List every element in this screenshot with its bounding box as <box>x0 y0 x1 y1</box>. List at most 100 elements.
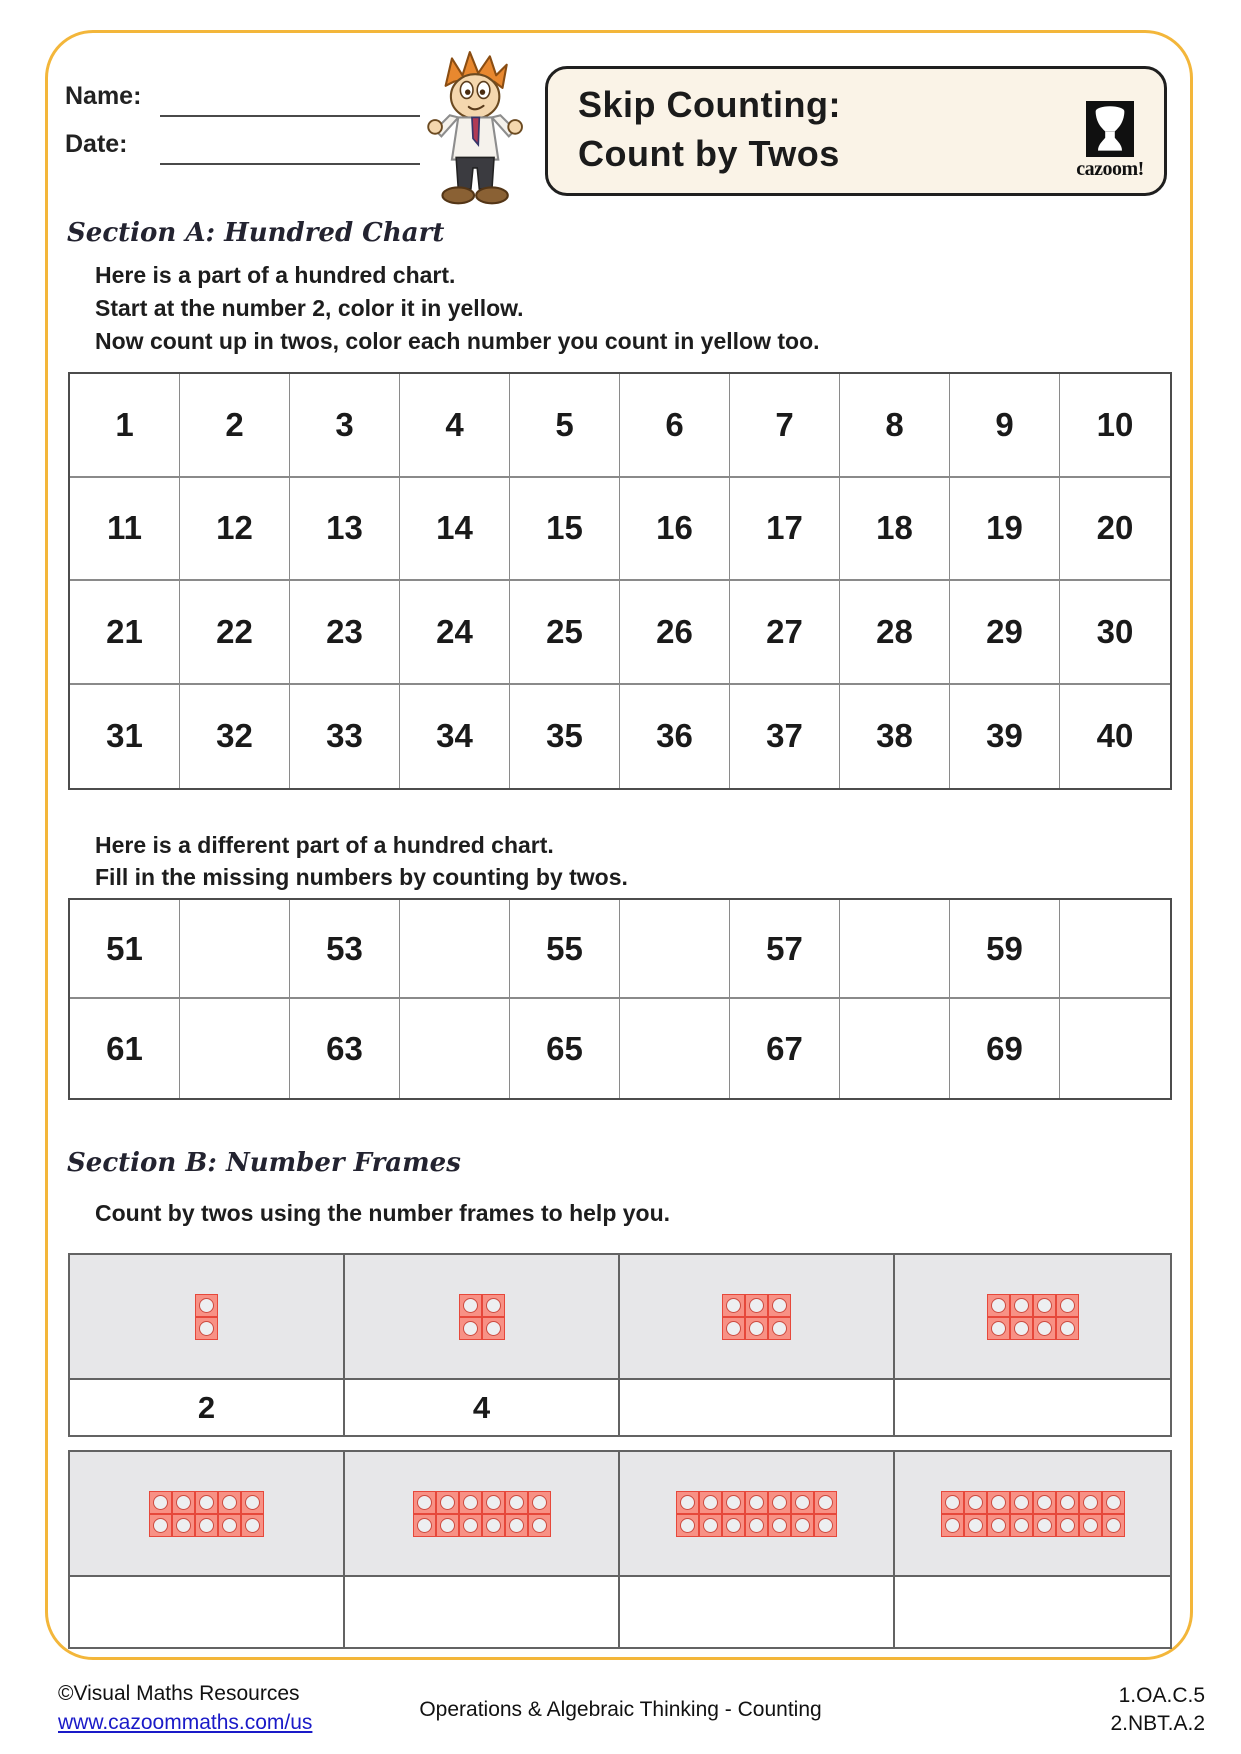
chart-cell: 25 <box>510 581 620 685</box>
frame-square <box>504 1490 528 1514</box>
frame-dot <box>1036 1494 1052 1510</box>
frame-square <box>963 1490 987 1514</box>
chart-cell: 67 <box>730 999 840 1098</box>
frame-dot <box>1059 1494 1075 1510</box>
frame-square <box>218 1490 241 1514</box>
title-box: Skip Counting: Count by Twos cazoom! <box>545 66 1167 196</box>
frame-square <box>412 1490 436 1514</box>
frame-square <box>768 1490 791 1514</box>
frame-dot <box>508 1494 524 1510</box>
frame-dot <box>1013 1297 1029 1313</box>
frame-dot <box>1013 1320 1029 1336</box>
chart-cell-blank <box>1060 999 1170 1098</box>
chart-cell: 24 <box>400 581 510 685</box>
frame-square <box>527 1513 551 1537</box>
frame-square <box>699 1513 722 1537</box>
chart-cell: 20 <box>1060 477 1170 581</box>
frame-cell <box>70 1255 345 1380</box>
frame-square <box>1101 1490 1125 1514</box>
frame-cell <box>895 1452 1170 1577</box>
chart-cell-blank <box>840 999 950 1098</box>
frame-dot <box>222 1494 237 1510</box>
frame-dot <box>245 1494 260 1510</box>
chart-cell: 29 <box>950 581 1060 685</box>
chart-cell: 39 <box>950 684 1060 788</box>
chart-cell: 57 <box>730 900 840 999</box>
frame-cell <box>620 1452 895 1577</box>
answer-cell-blank <box>895 1577 1170 1647</box>
frame-dot <box>990 1297 1006 1313</box>
frame-square <box>149 1490 172 1514</box>
frame-square <box>458 1513 482 1537</box>
frame-square <box>435 1490 459 1514</box>
chart-cell: 31 <box>70 684 180 788</box>
chart-cell: 16 <box>620 477 730 581</box>
answer-cell: 2 <box>70 1380 345 1435</box>
frame-dot <box>1059 1517 1075 1533</box>
chart-cell: 33 <box>290 684 400 788</box>
frame-square <box>481 1316 505 1340</box>
chart-cell: 51 <box>70 900 180 999</box>
chart-cell: 5 <box>510 374 620 478</box>
frame-dot <box>199 1320 214 1336</box>
frame-square <box>986 1293 1010 1317</box>
frame-dot <box>462 1494 478 1510</box>
section-b-heading: Section B: Number Frames <box>67 1148 461 1178</box>
frame-dot <box>462 1517 478 1533</box>
chart-cell: 13 <box>290 477 400 581</box>
frame-dot <box>199 1494 214 1510</box>
chart-cell: 15 <box>510 477 620 581</box>
chart-cell: 17 <box>730 477 840 581</box>
footer-copyright-block: ©Visual Maths Resources www.cazoommaths.… <box>58 1682 312 1735</box>
frame-dot <box>795 1517 810 1533</box>
number-frame <box>986 1293 1079 1340</box>
mascot-illustration <box>427 51 523 205</box>
frame-dot <box>990 1320 1006 1336</box>
name-label: Name: <box>65 82 142 110</box>
frame-square <box>722 1316 745 1340</box>
frame-square <box>1078 1490 1102 1514</box>
frame-square <box>986 1316 1010 1340</box>
frame-dot <box>199 1517 214 1533</box>
frame-square <box>745 1316 768 1340</box>
frame-dot <box>199 1297 214 1313</box>
frame-square <box>791 1490 814 1514</box>
frame-square <box>768 1513 791 1537</box>
number-frames-table <box>68 1450 1172 1649</box>
number-frame <box>412 1490 551 1537</box>
frame-dot <box>772 1297 787 1313</box>
chart-cell: 35 <box>510 684 620 788</box>
chart-cell: 65 <box>510 999 620 1098</box>
chart-cell: 38 <box>840 684 950 788</box>
frame-dot <box>462 1320 478 1336</box>
frame-square <box>1032 1316 1056 1340</box>
cazoom-link[interactable]: www.cazoommaths.com/us <box>58 1711 313 1734</box>
page-title-line1: Skip Counting: <box>578 84 841 125</box>
chart-cell: 2 <box>180 374 290 478</box>
chart-cell: 27 <box>730 581 840 685</box>
frame-square <box>814 1490 837 1514</box>
frame-square <box>1078 1513 1102 1537</box>
frame-square <box>1055 1490 1079 1514</box>
chart-cell: 1 <box>70 374 180 478</box>
standard-code: 2.NBT.A.2 <box>1110 1711 1205 1735</box>
frame-dot <box>508 1517 524 1533</box>
chart-cell: 34 <box>400 684 510 788</box>
date-label: Date: <box>65 130 128 158</box>
frame-square <box>1032 1293 1056 1317</box>
chart-cell: 59 <box>950 900 1060 999</box>
frame-square <box>195 1513 218 1537</box>
frame-dot <box>680 1494 695 1510</box>
frame-square <box>791 1513 814 1537</box>
frame-square <box>1009 1316 1033 1340</box>
frame-dot <box>245 1517 260 1533</box>
chart-cell: 61 <box>70 999 180 1098</box>
chart-cell: 7 <box>730 374 840 478</box>
frame-square <box>527 1490 551 1514</box>
frame-square <box>195 1490 218 1514</box>
frame-square <box>814 1513 837 1537</box>
chart-cell: 18 <box>840 477 950 581</box>
frame-square <box>412 1513 436 1537</box>
frame-dot <box>967 1517 983 1533</box>
frame-dot <box>531 1517 547 1533</box>
